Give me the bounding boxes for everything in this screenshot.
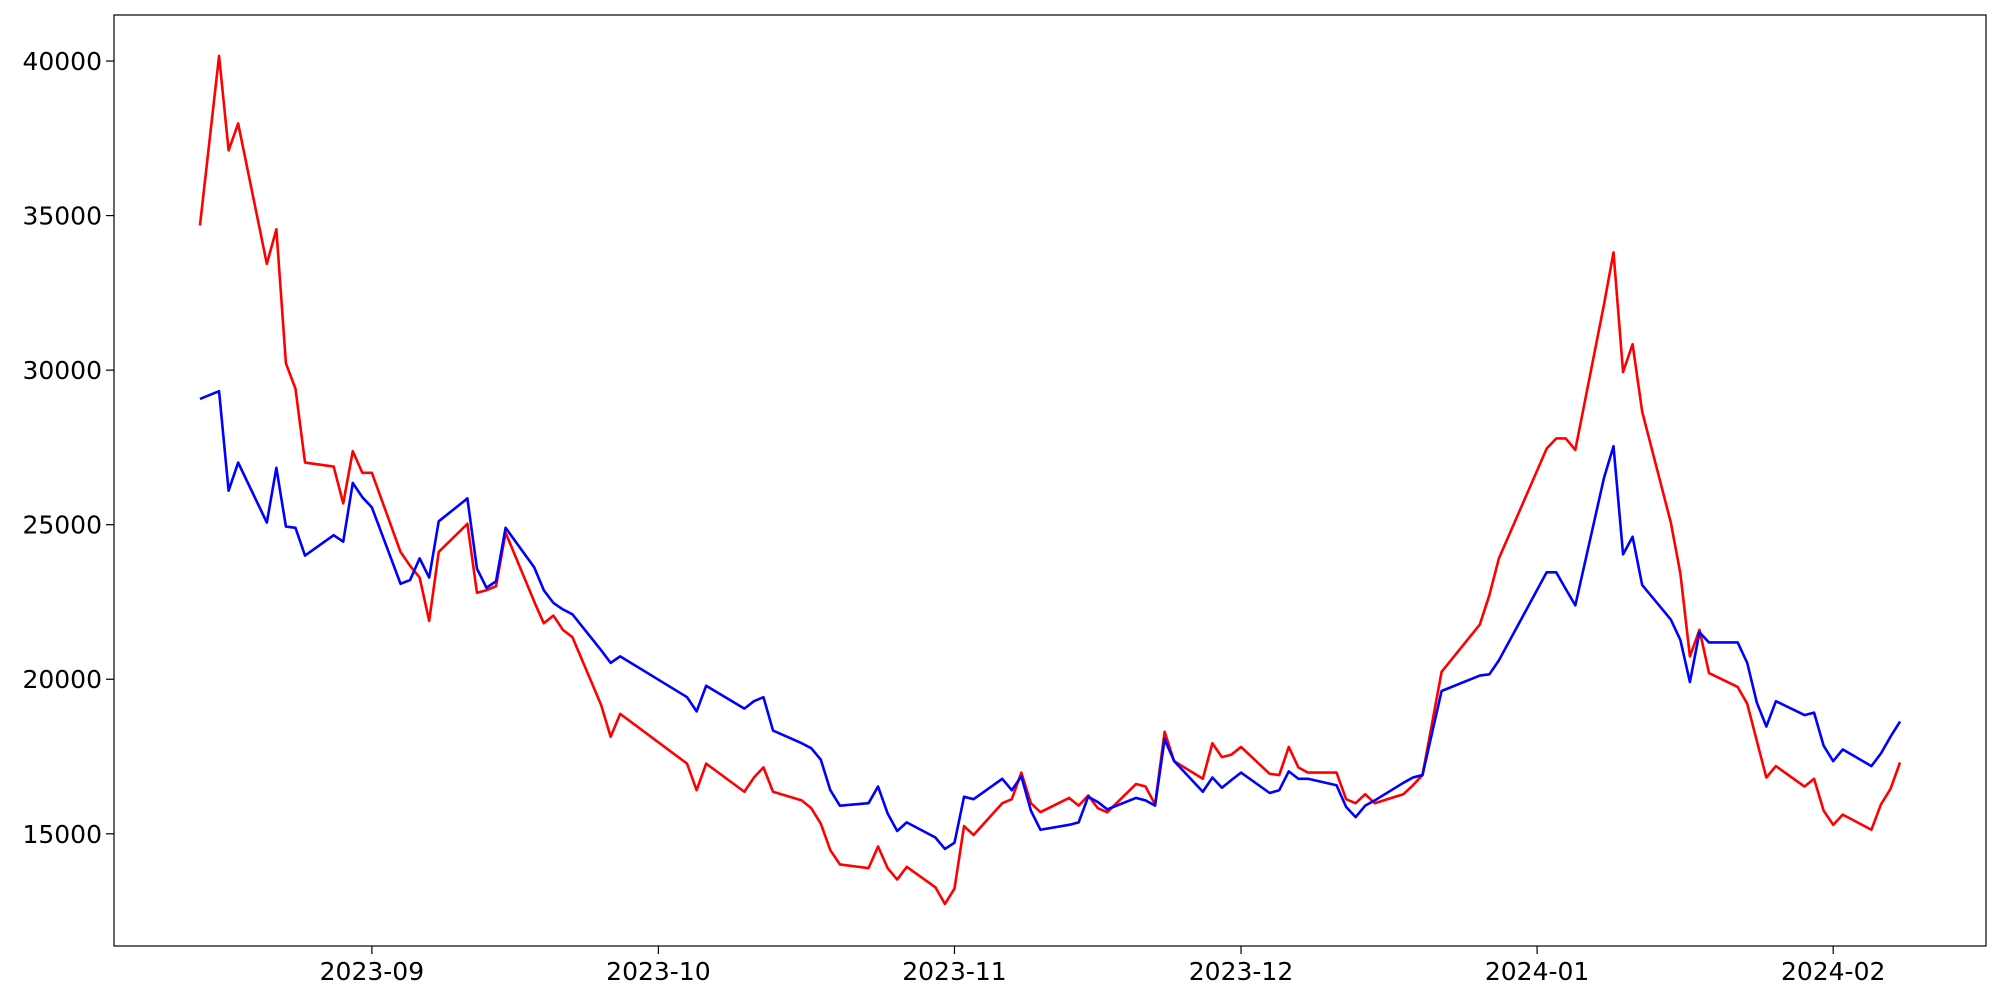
x-tick-label: 2023-11 bbox=[902, 957, 1006, 986]
line bbox=[198, 54, 1902, 906]
plot-frame bbox=[113, 14, 1987, 947]
x-tick-label: 2024-01 bbox=[1485, 957, 1589, 986]
y-tick-label: 20000 bbox=[22, 665, 102, 694]
y-tick-label: 40000 bbox=[22, 47, 102, 76]
x-tick-label: 2023-12 bbox=[1189, 957, 1293, 986]
line bbox=[199, 389, 1902, 851]
x-tick-label: 2023-10 bbox=[606, 957, 710, 986]
x-tick-label: 2024-02 bbox=[1781, 957, 1885, 986]
y-tick-label: 25000 bbox=[22, 511, 102, 540]
x-tick-label: 2023-09 bbox=[320, 957, 424, 986]
y-tick-label: 15000 bbox=[22, 820, 102, 849]
y-tick-label: 35000 bbox=[22, 202, 102, 231]
y-tick-label: 30000 bbox=[22, 356, 102, 385]
